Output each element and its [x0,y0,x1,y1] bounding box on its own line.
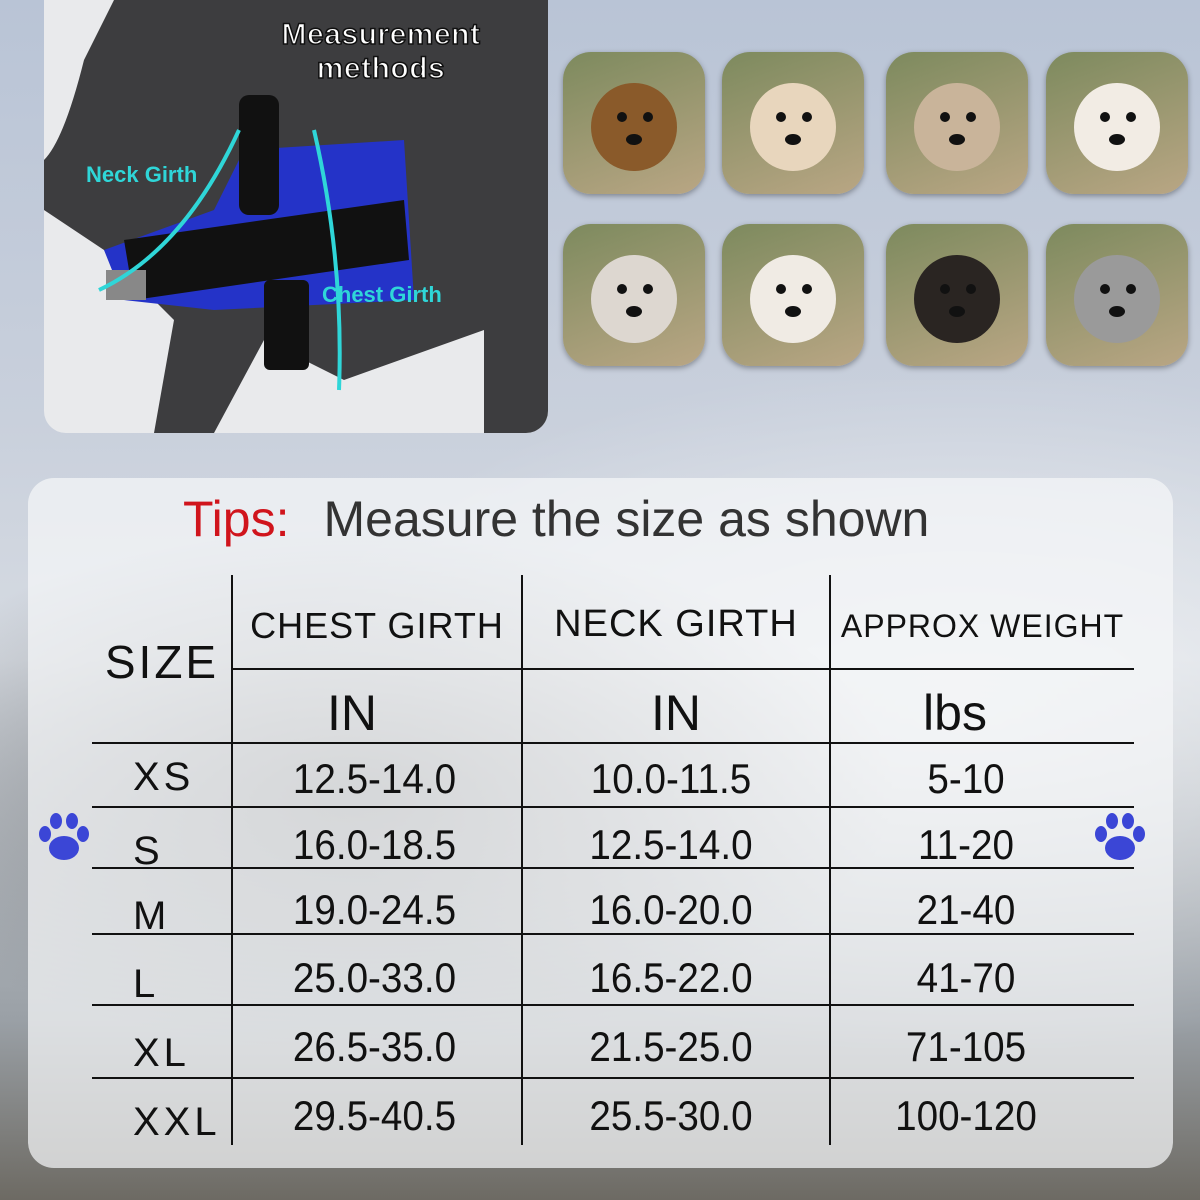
size-header: SIZE [104,636,220,688]
dog-photo-yorkshire-terrier [563,52,705,194]
neck-girth-cell: 16.5-22.0 [589,954,753,1001]
weight-cell: 100-120 [895,1092,1037,1139]
weight-header: APPROX WEIGHT [840,608,1125,644]
neck-girth-label: Neck Girth [86,162,198,187]
dog-photo-jack-russell-terrier [722,224,864,366]
weight-cell: 11-20 [918,821,1014,868]
divider [829,575,831,1145]
chest-girth-cell: 25.0-33.0 [292,954,457,1001]
weight-cell: 41-70 [916,954,1016,1001]
paw-print-icon [1095,813,1145,860]
divider [231,575,233,1145]
paw-print-icon [39,813,89,860]
neck-girth-cell: 12.5-14.0 [589,821,753,868]
chest-girth-cell: 29.5-40.5 [292,1092,457,1139]
dog-photo-french-bulldog [886,224,1028,366]
size-cell: M [133,894,171,938]
tips-label: Tips: [183,491,290,547]
divider [92,806,1134,808]
size-cell: XXL [133,1100,221,1144]
divider [232,668,1134,670]
chest-girth-cell: 16.0-18.5 [292,821,457,868]
dog-photo-schnauzer [1046,224,1188,366]
dog-photo-maltese [1046,52,1188,194]
measurement-diagram: Measurement methods Neck Girth Chest Gir… [44,0,548,433]
weight-cell: 21-40 [916,886,1016,933]
size-chart-panel [28,478,1173,1168]
neck-girth-header: NECK GIRTH [554,603,798,645]
neck-girth-cell: 21.5-25.0 [589,1023,753,1070]
divider [92,933,1134,935]
chest-girth-cell: 26.5-35.0 [292,1023,457,1070]
chest-girth-cell: 12.5-14.0 [292,755,457,802]
measurement-title: Measurement methods [281,17,481,86]
weight-cell: 5-10 [927,755,1005,802]
chest-girth-label: Chest Girth [322,282,442,307]
chest-girth-header: CHEST GIRTH [250,605,504,646]
dog-photo-pug [886,52,1028,194]
divider [92,742,1134,744]
neck-girth-cell: 25.5-30.0 [589,1092,753,1139]
neck-girth-cell: 16.0-20.0 [589,886,753,933]
chest-unit: IN [327,685,377,741]
neck-girth-cell: 10.0-11.5 [590,755,752,802]
size-cell: S [133,829,164,873]
dog-photo-chihuahua [722,52,864,194]
divider [92,867,1134,869]
neck-unit: IN [651,685,701,741]
size-cell: L [133,962,160,1006]
tips-line: Tips: Measure the size as shown [183,490,929,548]
divider [92,1004,1134,1006]
size-cell: XL [133,1031,190,1075]
chest-girth-cell: 19.0-24.5 [292,886,457,933]
dog-photo-shih-tzu [563,224,705,366]
divider [521,575,523,1145]
weight-unit: lbs [923,685,987,741]
divider [92,1077,1134,1079]
weight-cell: 71-105 [905,1023,1027,1070]
size-cell: XS [133,755,195,799]
dog-harness-illustration [44,0,548,433]
tips-text: Measure the size as shown [323,491,930,547]
